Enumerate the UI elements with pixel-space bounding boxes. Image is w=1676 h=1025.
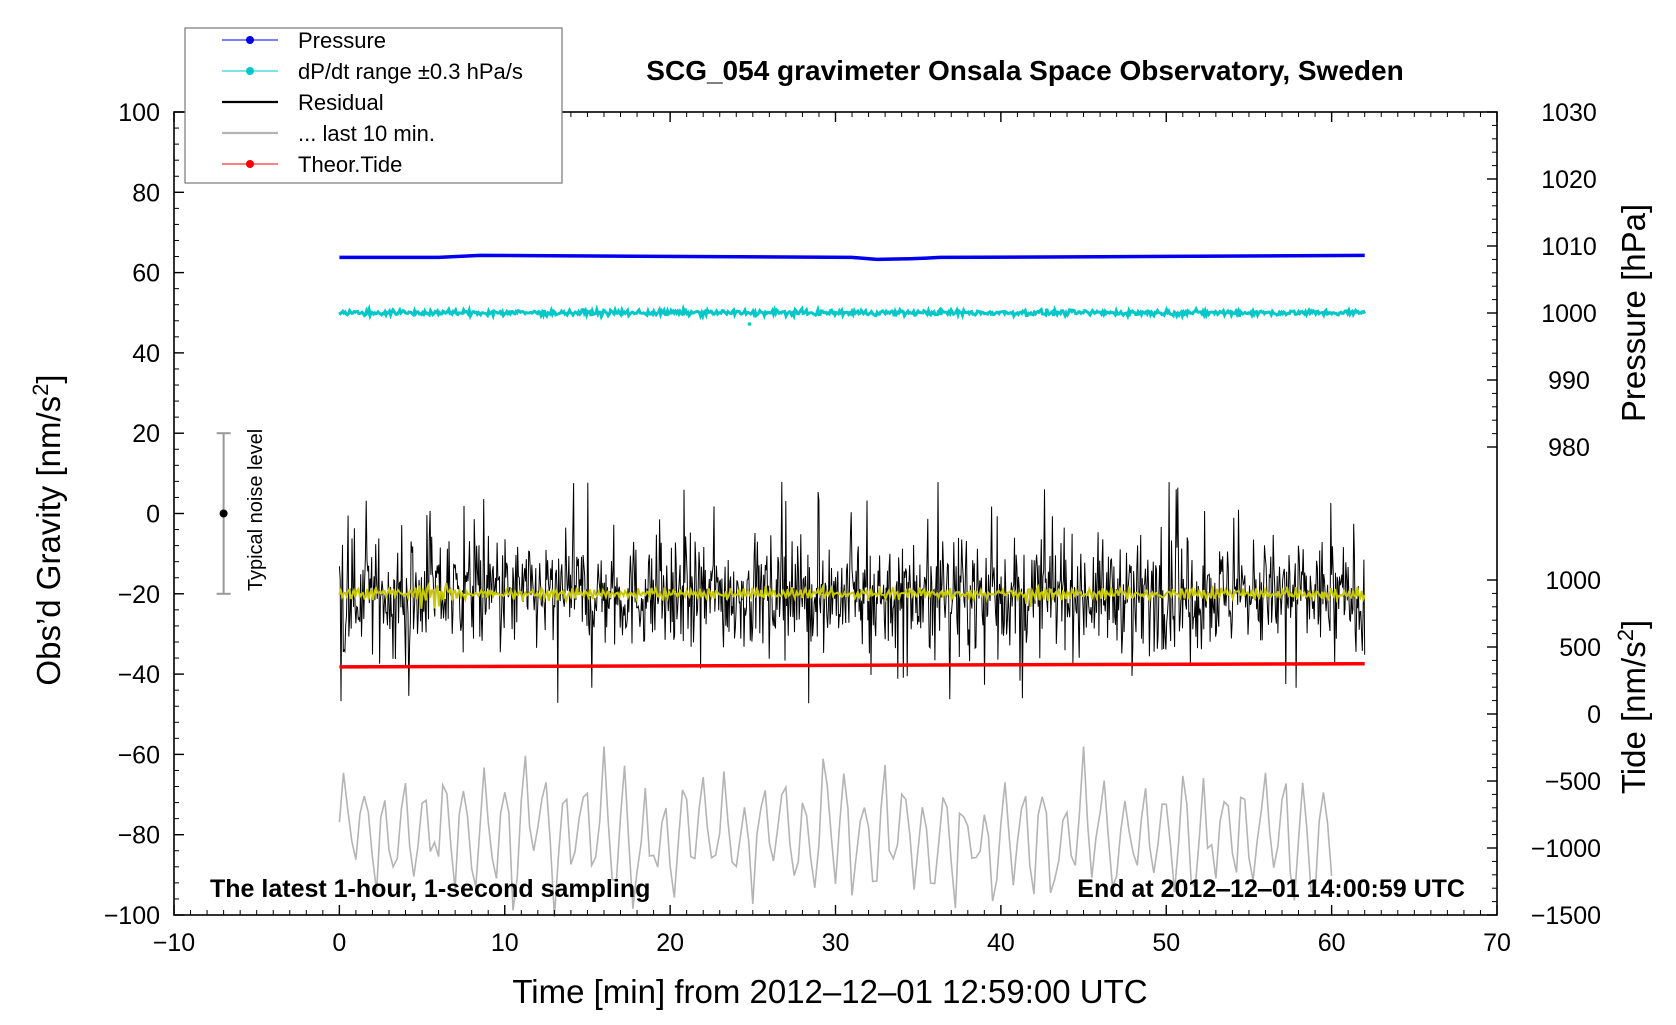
- y-axis-label-left: Obs’d Gravity [nm/s2]: [28, 374, 67, 685]
- legend-items: Pressure dP/dt range ±0.3 hPa/s Residual..…: [222, 28, 523, 177]
- x-tick-label: 60: [1318, 929, 1346, 957]
- legend: Pressure dP/dt range ±0.3 hPa/s Residual..…: [184, 27, 563, 184]
- legend-box: [184, 27, 563, 184]
- x-tick-label: 70: [1483, 929, 1511, 957]
- legend-label: ... last 10 min.: [298, 121, 435, 146]
- legend-label: Theor.Tide: [298, 152, 402, 177]
- x-tick-label: 20: [656, 929, 684, 957]
- noise-bar-center: [219, 509, 228, 518]
- pressure-tick-label: 1000: [1541, 300, 1597, 328]
- legend-marker: [246, 67, 254, 75]
- x-tick-label: −10: [153, 929, 195, 957]
- y-tick-label-left: −20: [118, 581, 160, 609]
- y-tick-label-left: 20: [132, 420, 160, 448]
- legend-label: Pressure: [298, 28, 386, 53]
- x-tick-label: 50: [1152, 929, 1180, 957]
- legend-label: dP/dt range ±0.3 hPa/s: [298, 59, 523, 84]
- series-theor-tide: [339, 661, 1365, 669]
- tide-tick-label: 1000: [1545, 567, 1601, 595]
- annotation-end-time: End at 2012‒12‒01 14:00:59 UTC: [1077, 875, 1465, 903]
- series-residual-smoothed: [338, 581, 1366, 609]
- pressure-tick-label: 990: [1548, 367, 1590, 395]
- x-axis-label: Time [min] from 2012‒12‒01 12:59:00 UTC: [512, 973, 1147, 1010]
- series-pressure: [339, 253, 1365, 262]
- legend-label: Residual: [298, 90, 384, 115]
- series-last-10-min: [338, 746, 1333, 918]
- chart-title: SCG_054 gravimeter Onsala Space Observat…: [646, 55, 1403, 86]
- y-tick-label-left: −40: [118, 661, 160, 689]
- y-tick-label-left: −60: [118, 741, 160, 769]
- y-tick-label-left: 0: [146, 501, 160, 529]
- pressure-tick-label: 1010: [1541, 233, 1597, 261]
- annotation-latest-hour: The latest 1‑hour, 1‑second sampling: [210, 875, 650, 903]
- series-dpdt-outlier: [747, 322, 752, 326]
- pressure-tick-label: 980: [1548, 434, 1590, 462]
- series-dpdt: [338, 303, 1367, 322]
- y-tick-label-left: 100: [118, 99, 160, 127]
- y-tick-label-left: 40: [132, 340, 160, 368]
- y-axis-label-pressure: Pressure [hPa]: [1615, 204, 1652, 422]
- y-axis-label-tide: Tide [nm/s2]: [1613, 620, 1652, 794]
- pressure-tick-label: 1020: [1541, 166, 1597, 194]
- y-tick-label-left: −80: [118, 822, 160, 850]
- legend-marker: [246, 160, 254, 168]
- x-tick-label: 40: [987, 929, 1015, 957]
- x-tick-label: 0: [332, 929, 346, 957]
- tide-tick-label: −500: [1545, 768, 1601, 796]
- tide-tick-label: −1500: [1531, 902, 1601, 930]
- tide-tick-label: −1000: [1531, 835, 1601, 863]
- tide-tick-label: 500: [1559, 634, 1601, 662]
- plot-frame: [173, 111, 1498, 916]
- tide-tick-label: 0: [1587, 701, 1601, 729]
- series-layer: [216, 253, 1367, 918]
- series-residual: [338, 481, 1366, 704]
- ticks-layer: −10 0 10 20 30 40 50 60 70100806040200−20−40−60−…: [104, 99, 1601, 957]
- y-tick-label-left: 80: [132, 179, 160, 207]
- y-tick-label-left: 60: [132, 260, 160, 288]
- frame-layer: [173, 111, 1498, 916]
- y-tick-label-left: −100: [104, 902, 160, 930]
- pressure-tick-label: 1030: [1541, 99, 1597, 127]
- x-tick-label: 10: [491, 929, 519, 957]
- x-tick-label: 30: [822, 929, 850, 957]
- noise-level-label: Typical noise level: [245, 429, 267, 591]
- legend-marker: [246, 36, 254, 44]
